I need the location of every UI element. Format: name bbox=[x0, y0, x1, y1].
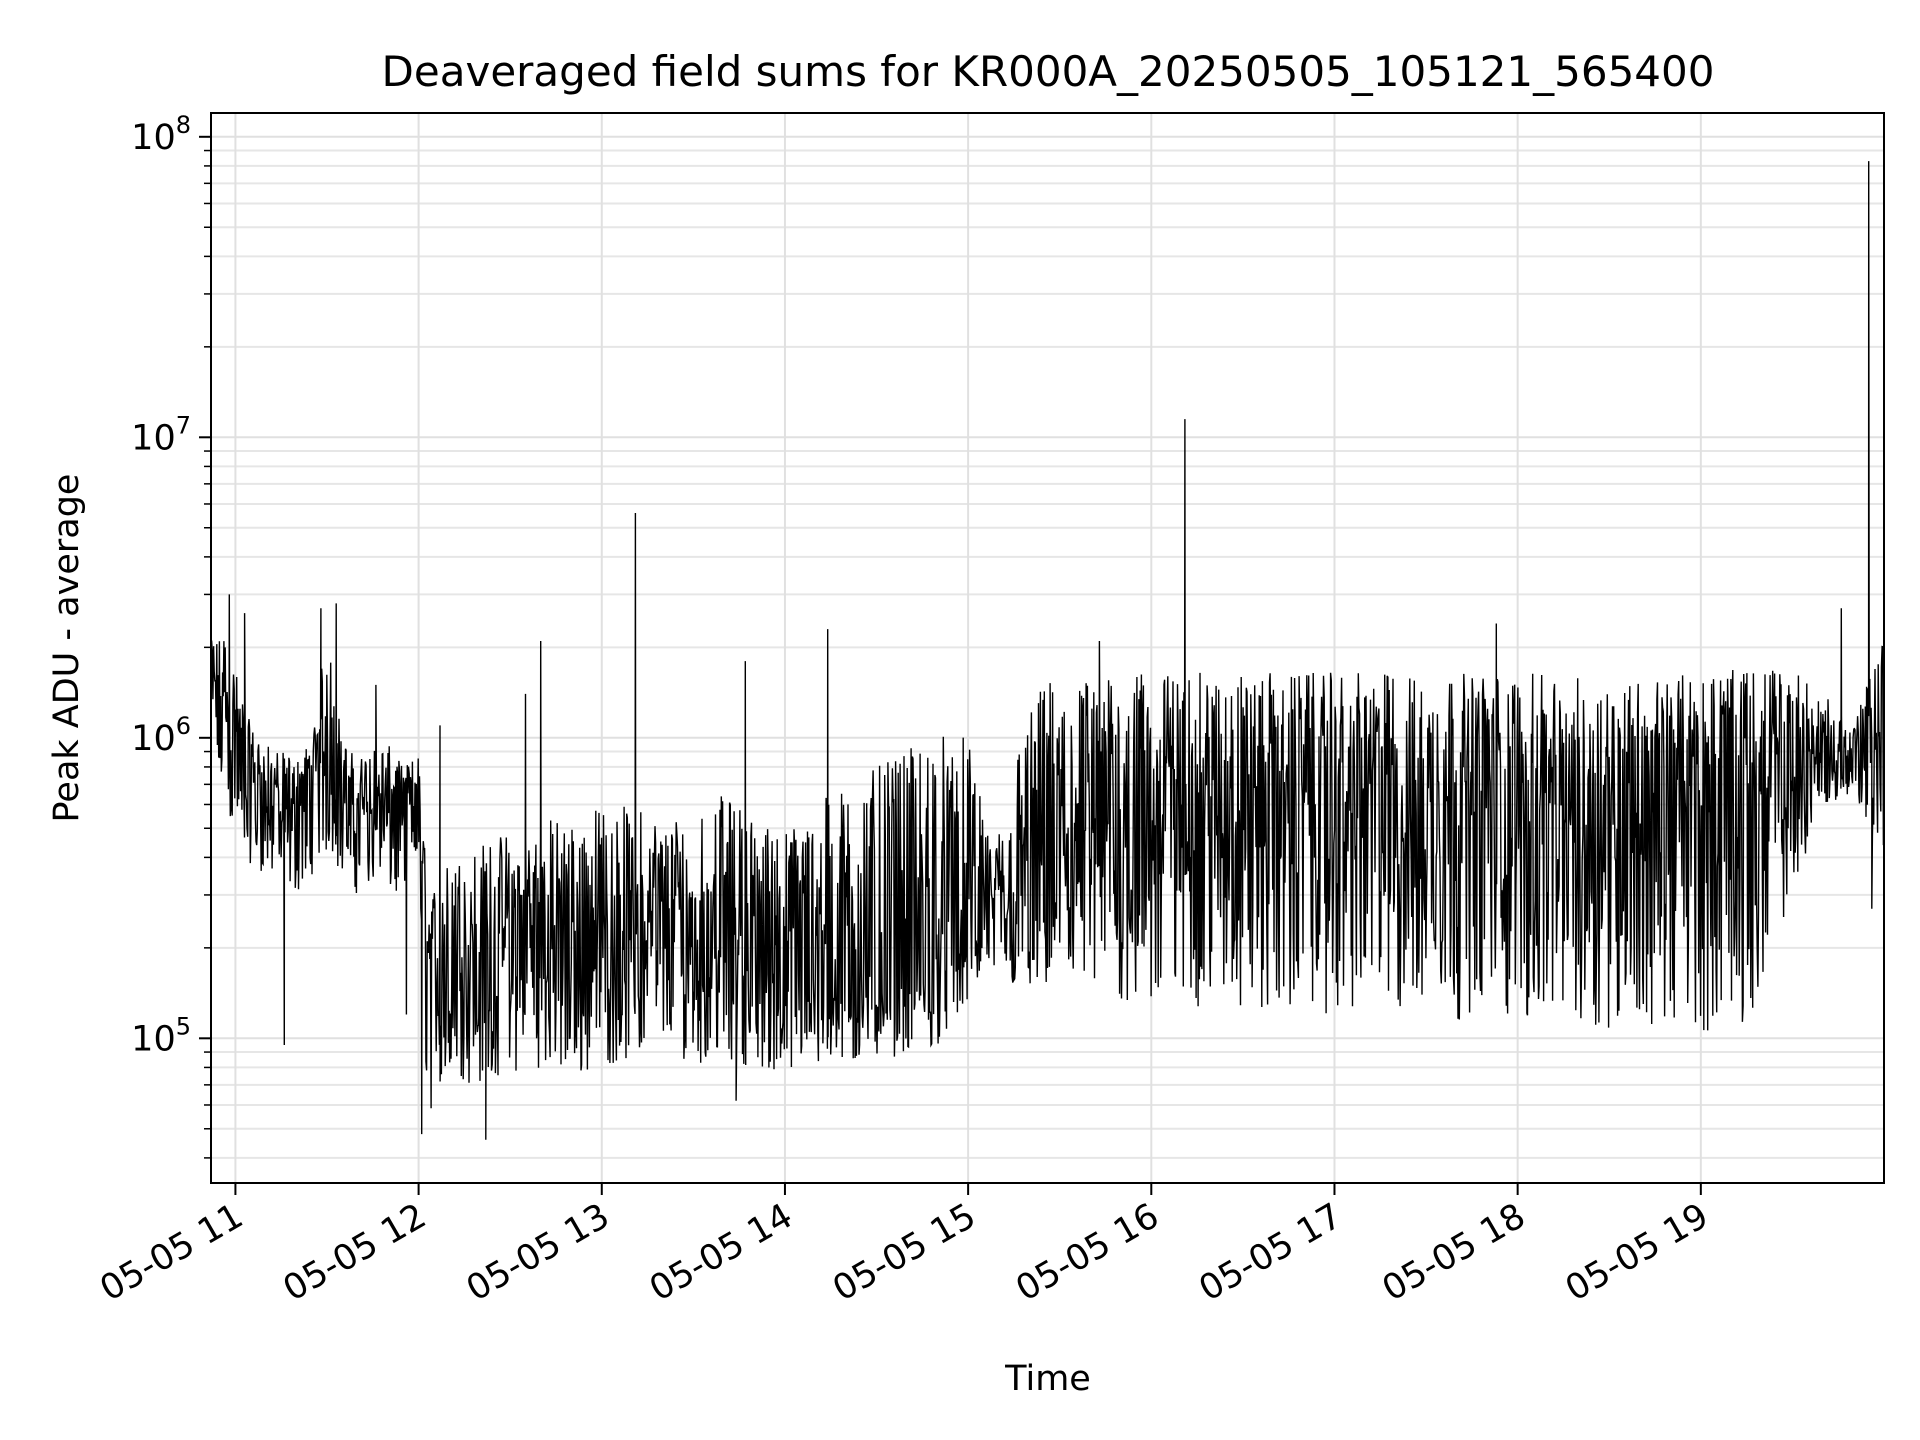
y-tick-label: 105 bbox=[131, 1012, 191, 1059]
y-axis-label: Peak ADU - average bbox=[47, 474, 87, 823]
series-line bbox=[211, 161, 1884, 1140]
data-series bbox=[211, 161, 1884, 1140]
y-tick-label: 107 bbox=[131, 411, 191, 458]
chart-title: Deaveraged field sums for KR000A_2025050… bbox=[382, 47, 1715, 96]
x-axis-label: Time bbox=[1004, 1359, 1091, 1399]
y-tick-label: 108 bbox=[131, 111, 191, 158]
y-tick-label: 106 bbox=[131, 712, 191, 759]
y-axis: 105 106 107 108 bbox=[131, 111, 211, 1159]
